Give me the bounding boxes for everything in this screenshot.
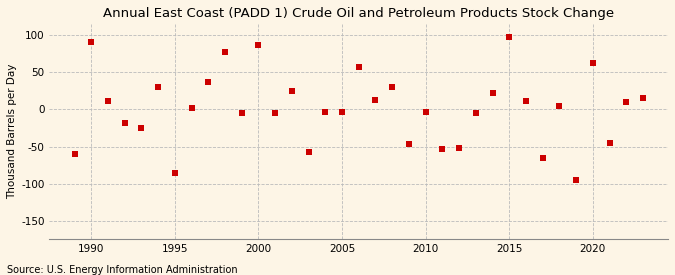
Point: [119, 120, 130, 125]
Point: [638, 96, 649, 100]
Point: [537, 155, 548, 160]
Point: [270, 111, 281, 115]
Point: [604, 141, 615, 145]
Point: [153, 85, 163, 89]
Point: [286, 89, 297, 93]
Title: Annual East Coast (PADD 1) Crude Oil and Petroleum Products Stock Change: Annual East Coast (PADD 1) Crude Oil and…: [103, 7, 614, 20]
Point: [354, 65, 364, 69]
Point: [570, 178, 581, 182]
Point: [320, 110, 331, 115]
Point: [470, 111, 481, 115]
Point: [587, 61, 598, 65]
Point: [203, 80, 214, 84]
Point: [504, 35, 514, 40]
Point: [236, 111, 247, 115]
Point: [219, 50, 230, 54]
Point: [337, 109, 348, 114]
Y-axis label: Thousand Barrels per Day: Thousand Barrels per Day: [7, 64, 17, 199]
Point: [437, 147, 448, 151]
Point: [303, 150, 314, 154]
Point: [253, 43, 264, 47]
Point: [487, 91, 498, 95]
Point: [103, 99, 113, 103]
Point: [169, 170, 180, 175]
Point: [387, 85, 398, 89]
Point: [454, 146, 464, 150]
Point: [554, 103, 565, 108]
Point: [186, 106, 197, 110]
Point: [421, 110, 431, 115]
Point: [621, 100, 632, 104]
Point: [520, 99, 531, 103]
Point: [370, 98, 381, 103]
Point: [86, 40, 97, 45]
Point: [69, 152, 80, 156]
Text: Source: U.S. Energy Information Administration: Source: U.S. Energy Information Administ…: [7, 265, 238, 275]
Point: [136, 126, 147, 130]
Point: [404, 142, 414, 147]
